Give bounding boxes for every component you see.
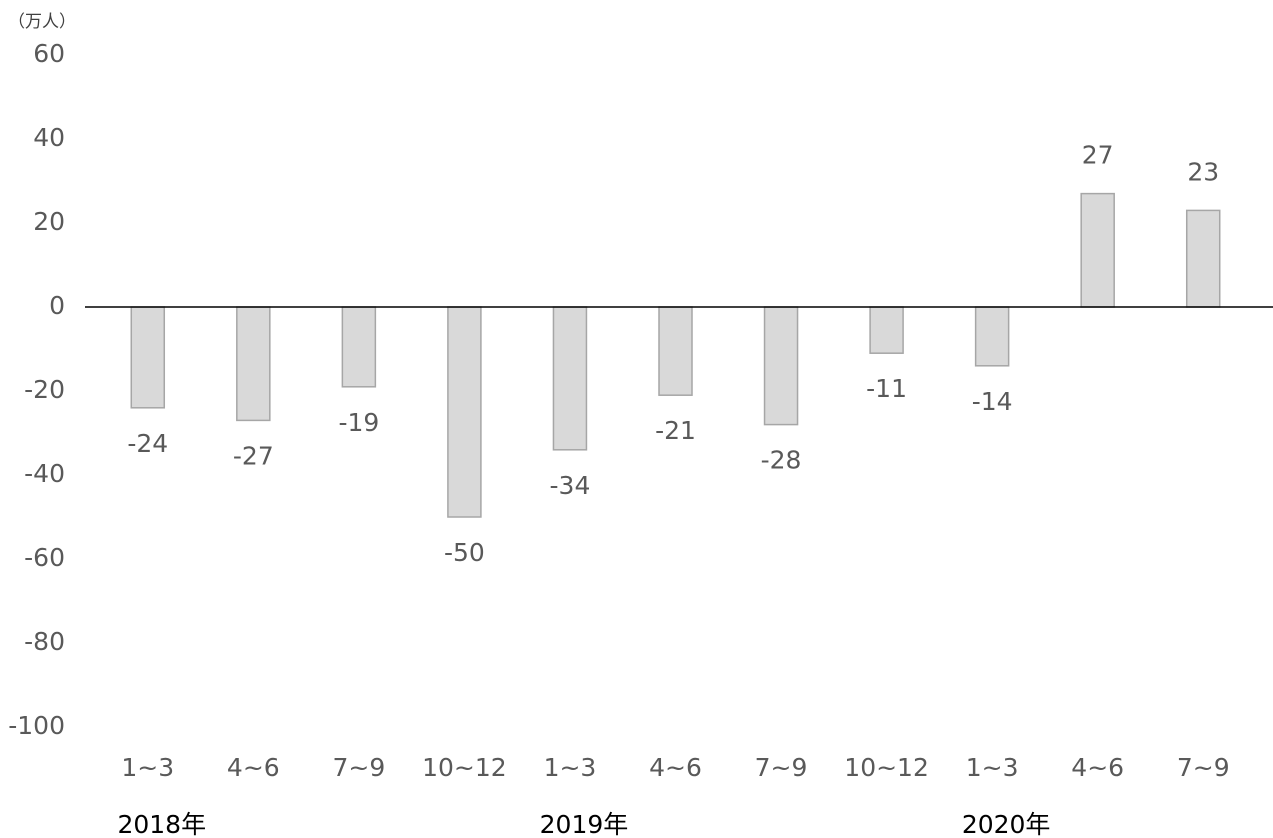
- x-group-label: 2019年: [540, 810, 629, 838]
- bar: [236, 306, 271, 422]
- y-tick-label: 40: [33, 123, 65, 152]
- data-label: -28: [761, 446, 802, 475]
- y-tick-label: 20: [33, 207, 65, 236]
- bar: [1185, 209, 1221, 308]
- x-tick-label: 7~9: [1177, 753, 1230, 782]
- data-label: -14: [972, 387, 1013, 416]
- y-tick-label: 60: [33, 39, 65, 68]
- data-label: -21: [655, 416, 696, 445]
- data-label: -24: [127, 429, 168, 458]
- x-tick-label: 7~9: [332, 753, 385, 782]
- bar: [869, 306, 904, 354]
- bar: [552, 306, 588, 451]
- bar: [763, 306, 799, 426]
- data-label: -11: [866, 374, 907, 403]
- data-label: -19: [338, 408, 379, 437]
- x-tick-label: 1~3: [121, 753, 174, 782]
- bar: [1080, 192, 1115, 308]
- data-label: 23: [1187, 157, 1219, 186]
- x-tick-label: 10~12: [422, 753, 507, 782]
- data-label: -50: [444, 538, 485, 567]
- y-tick-label: -100: [8, 711, 65, 740]
- bar: [974, 306, 1010, 367]
- bar: [341, 306, 377, 388]
- unit-label: （万人）: [8, 12, 76, 32]
- bar: [130, 306, 166, 409]
- bar: [447, 306, 482, 518]
- data-label: -34: [550, 471, 591, 500]
- x-group-label: 2020年: [962, 810, 1051, 838]
- y-tick-label: -40: [24, 459, 65, 488]
- x-tick-label: 10~12: [844, 753, 929, 782]
- y-tick-label: -20: [24, 375, 65, 404]
- x-tick-label: 4~6: [649, 753, 702, 782]
- x-tick-label: 7~9: [755, 753, 808, 782]
- y-tick-label: 0: [49, 291, 65, 320]
- data-label: 27: [1082, 141, 1114, 170]
- x-tick-label: 1~3: [544, 753, 597, 782]
- x-tick-label: 4~6: [1071, 753, 1124, 782]
- x-group-label: 2018年: [117, 810, 206, 838]
- y-tick-label: -60: [24, 543, 65, 572]
- x-tick-label: 4~6: [227, 753, 280, 782]
- y-tick-label: -80: [24, 627, 65, 656]
- data-label: -27: [233, 441, 274, 470]
- bar: [658, 306, 693, 396]
- x-tick-label: 1~3: [966, 753, 1019, 782]
